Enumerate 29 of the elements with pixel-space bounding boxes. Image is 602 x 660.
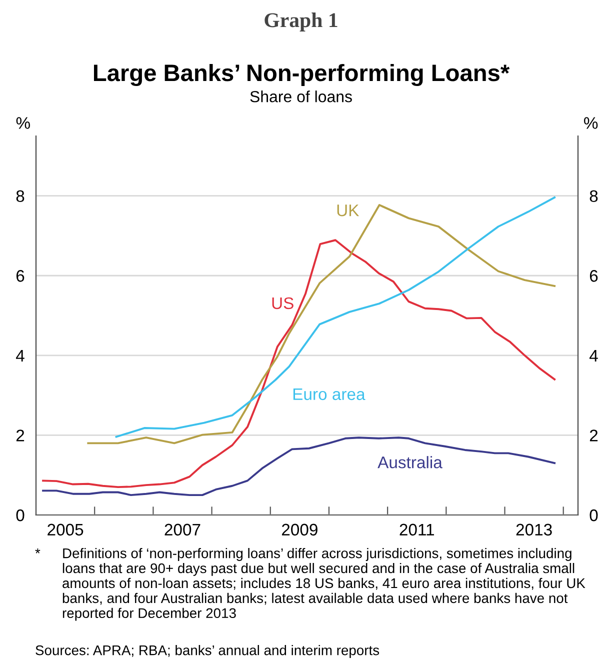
y-tick-label: 8 xyxy=(16,190,24,202)
x-tick-label: 2007 xyxy=(164,524,200,536)
series-label: UK xyxy=(337,204,360,216)
y-tick-label: 4 xyxy=(16,350,24,362)
y-tick-label: 2 xyxy=(16,430,24,442)
y-axis-title: % xyxy=(16,117,30,129)
line-series xyxy=(42,436,556,496)
text: * xyxy=(35,548,40,554)
series-label: Euro area xyxy=(293,388,366,400)
x-tick-label: 2009 xyxy=(282,524,318,536)
y2-axis-title: % xyxy=(584,117,598,129)
y-tick-label: 0 xyxy=(16,509,24,522)
x-tick-label: 2013 xyxy=(516,524,552,536)
caption: Graph 1 xyxy=(264,12,338,32)
text: Definitions of ‘non-performing loans’ differ across jurisdictions, sometimes including loans that are 90+ days past due but well secured and in the case of Australia small amounts of non-loan assets; includes 18 US banks, 41 euro area institutions, four UK banks, and four Australian banks; latest available data used where banks have not reported for December 2013 xyxy=(62,548,586,621)
y2-tick-label: 0 xyxy=(590,509,598,522)
x-tick-label: 2011 xyxy=(400,524,434,536)
x-tick-label: 2005 xyxy=(48,524,84,536)
y2-tick-label: 2 xyxy=(590,430,598,442)
series-label: US xyxy=(272,297,294,310)
y2-tick-label: 8 xyxy=(590,190,598,202)
y2-tick-label: 4 xyxy=(589,350,598,362)
chart-subtitle: Share of loans xyxy=(250,90,352,102)
series-label: Australia xyxy=(378,456,442,468)
line-series xyxy=(42,239,556,488)
chart-title: Large Banks’ Non-performing Loans* xyxy=(94,64,510,86)
y2-tick-label: 6 xyxy=(590,270,598,282)
source-note: Sources: APRA; RBA; banks’ annual and interim reports xyxy=(36,645,380,658)
y-tick-label: 6 xyxy=(16,270,24,282)
